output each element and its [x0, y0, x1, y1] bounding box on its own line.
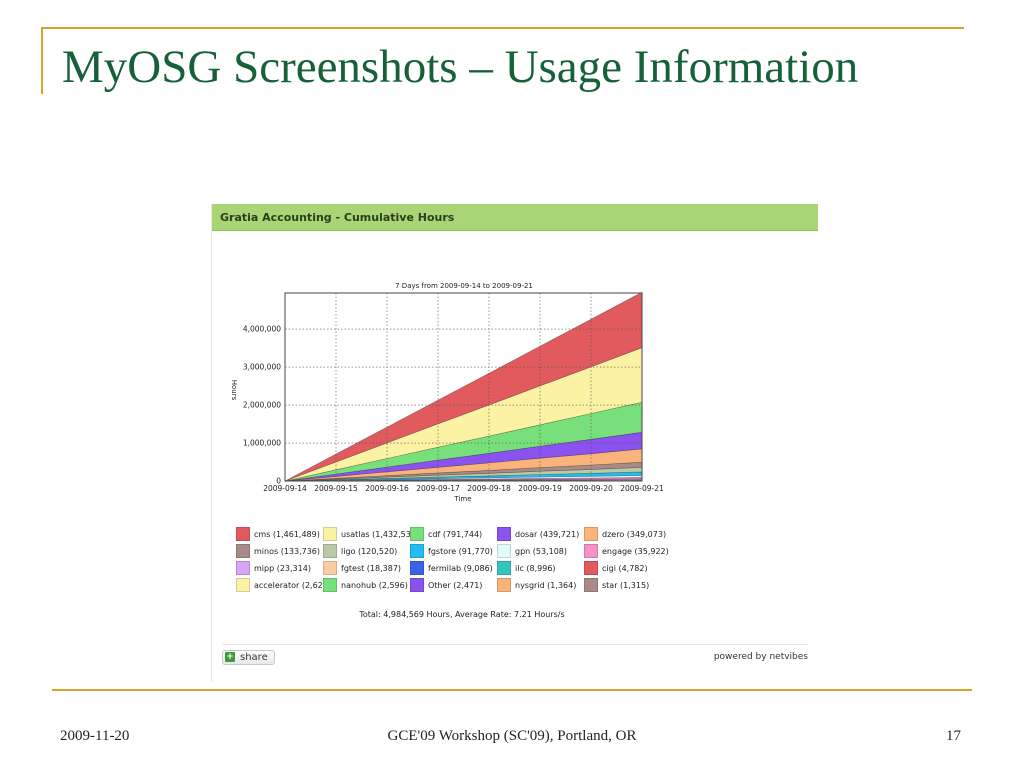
chart-legend: cms (1,461,489) usatlas (1,432,537) cdf (7…	[236, 526, 716, 593]
legend-label: Other (2,471)	[428, 580, 483, 590]
slide-title: MyOSG Screenshots – Usage Information	[62, 41, 859, 93]
gratia-widget: Gratia Accounting - Cumulative Hours 7 D…	[211, 204, 818, 682]
x-tick-label: 2009-09-15	[314, 484, 358, 493]
footer-page-number: 17	[946, 728, 961, 744]
legend-swatch	[497, 544, 511, 558]
legend-item: dzero (349,073)	[584, 526, 671, 542]
chart-gridlines	[285, 293, 642, 481]
powered-by-link[interactable]: powered by netvibes	[713, 652, 808, 662]
y-axis-label: Hours	[230, 380, 238, 401]
legend-item: mipp (23,314)	[236, 560, 323, 576]
x-tick-label: 2009-09-19	[518, 484, 562, 493]
x-tick-label: 2009-09-20	[569, 484, 613, 493]
legend-item: Other (2,471)	[410, 577, 497, 593]
legend-label: dosar (439,721)	[515, 529, 580, 539]
legend-swatch	[497, 561, 511, 575]
legend-label: cms (1,461,489)	[254, 529, 320, 539]
chart-plot-frame	[284, 292, 643, 482]
legend-swatch	[410, 578, 424, 592]
chart-title: 7 Days from 2009-09-14 to 2009-09-21	[395, 282, 533, 290]
x-tick-label: 2009-09-16	[365, 484, 409, 493]
legend-label: dzero (349,073)	[602, 529, 667, 539]
x-tick-label: 2009-09-21	[620, 484, 664, 493]
legend-label: nanohub (2,596)	[341, 580, 408, 590]
legend-label: engage (35,922)	[602, 546, 669, 556]
legend-item: cigi (4,782)	[584, 560, 671, 576]
legend-swatch	[584, 561, 598, 575]
legend-label: gpn (53,108)	[515, 546, 568, 556]
x-tick-label: 2009-09-17	[416, 484, 460, 493]
widget-footer: + share powered by netvibes	[222, 644, 808, 669]
widget-header: Gratia Accounting - Cumulative Hours	[212, 204, 818, 231]
legend-label: accelerator (2,628)	[254, 580, 331, 590]
y-tick-label: 3,000,000	[243, 363, 281, 372]
legend-swatch	[323, 527, 337, 541]
legend-label: ilc (8,996)	[515, 563, 556, 573]
legend-swatch	[410, 544, 424, 558]
legend-label: fermilab (9,086)	[428, 563, 493, 573]
y-tick-label: 1,000,000	[243, 439, 281, 448]
legend-swatch	[584, 578, 598, 592]
x-tick-label: 2009-09-18	[467, 484, 511, 493]
title-accent-vertical	[41, 27, 43, 94]
legend-item: dosar (439,721)	[497, 526, 584, 542]
legend-item: accelerator (2,628)	[236, 577, 331, 593]
legend-item: minos (133,736)	[236, 543, 323, 559]
title-accent-horizontal	[41, 27, 964, 29]
legend-swatch	[497, 527, 511, 541]
legend-label: fgtest (18,387)	[341, 563, 402, 573]
legend-item: star (1,315)	[584, 577, 671, 593]
legend-item: gpn (53,108)	[497, 543, 584, 559]
legend-swatch	[323, 578, 337, 592]
x-axis-ticks: 2009-09-14 2009-09-15 2009-09-16 2009-09-17…	[263, 484, 664, 493]
legend-label: nysgrid (1,364)	[515, 580, 577, 590]
legend-swatch	[236, 527, 250, 541]
share-label: share	[240, 651, 268, 663]
legend-label: usatlas (1,432,537)	[341, 529, 420, 539]
footer-event: GCE'09 Workshop (SC'09), Portland, OR	[387, 728, 637, 744]
y-tick-label: 4,000,000	[243, 325, 281, 334]
legend-label: cdf (791,744)	[428, 529, 483, 539]
legend-label: star (1,315)	[602, 580, 650, 590]
legend-label: cigi (4,782)	[602, 563, 648, 573]
plus-icon: +	[225, 652, 235, 662]
legend-item: fgtest (18,387)	[323, 560, 410, 576]
legend-item: cms (1,461,489)	[236, 526, 323, 542]
legend-item: nanohub (2,596)	[323, 577, 410, 593]
legend-swatch	[236, 578, 250, 592]
legend-swatch	[236, 544, 250, 558]
legend-item: fgstore (91,770)	[410, 543, 497, 559]
legend-item: ilc (8,996)	[497, 560, 584, 576]
legend-item: ligo (120,520)	[323, 543, 410, 559]
total-hours-text: Total: 4,984,569 Hours, Average Rate: 7.…	[359, 610, 565, 619]
legend-swatch	[236, 561, 250, 575]
legend-swatch	[497, 578, 511, 592]
legend-label: fgstore (91,770)	[428, 546, 493, 556]
legend-swatch	[584, 527, 598, 541]
chart-area-series	[284, 291, 643, 482]
x-axis-label: Time	[453, 495, 471, 503]
legend-label: ligo (120,520)	[341, 546, 398, 556]
x-tick-label: 2009-09-14	[263, 484, 307, 493]
legend-item: cdf (791,744)	[410, 526, 497, 542]
cumulative-hours-chart: 7 Days from 2009-09-14 to 2009-09-21 0 1,…	[230, 282, 664, 503]
legend-label: mipp (23,314)	[254, 563, 311, 573]
share-button[interactable]: + share	[222, 649, 275, 665]
legend-swatch	[410, 527, 424, 541]
footer-date: 2009-11-20	[60, 728, 130, 744]
legend-swatch	[323, 561, 337, 575]
y-tick-label: 0	[276, 477, 281, 486]
legend-label: minos (133,736)	[254, 546, 321, 556]
legend-swatch	[410, 561, 424, 575]
legend-swatch	[584, 544, 598, 558]
legend-item: nysgrid (1,364)	[497, 577, 584, 593]
y-tick-label: 2,000,000	[243, 401, 281, 410]
footer-line	[52, 689, 972, 691]
legend-item: usatlas (1,432,537)	[323, 526, 419, 542]
y-axis-ticks: 0 1,000,000 2,000,000 3,000,000 4,000,000	[243, 325, 281, 486]
legend-swatch	[323, 544, 337, 558]
legend-item: engage (35,922)	[584, 543, 671, 559]
legend-item: fermilab (9,086)	[410, 560, 497, 576]
